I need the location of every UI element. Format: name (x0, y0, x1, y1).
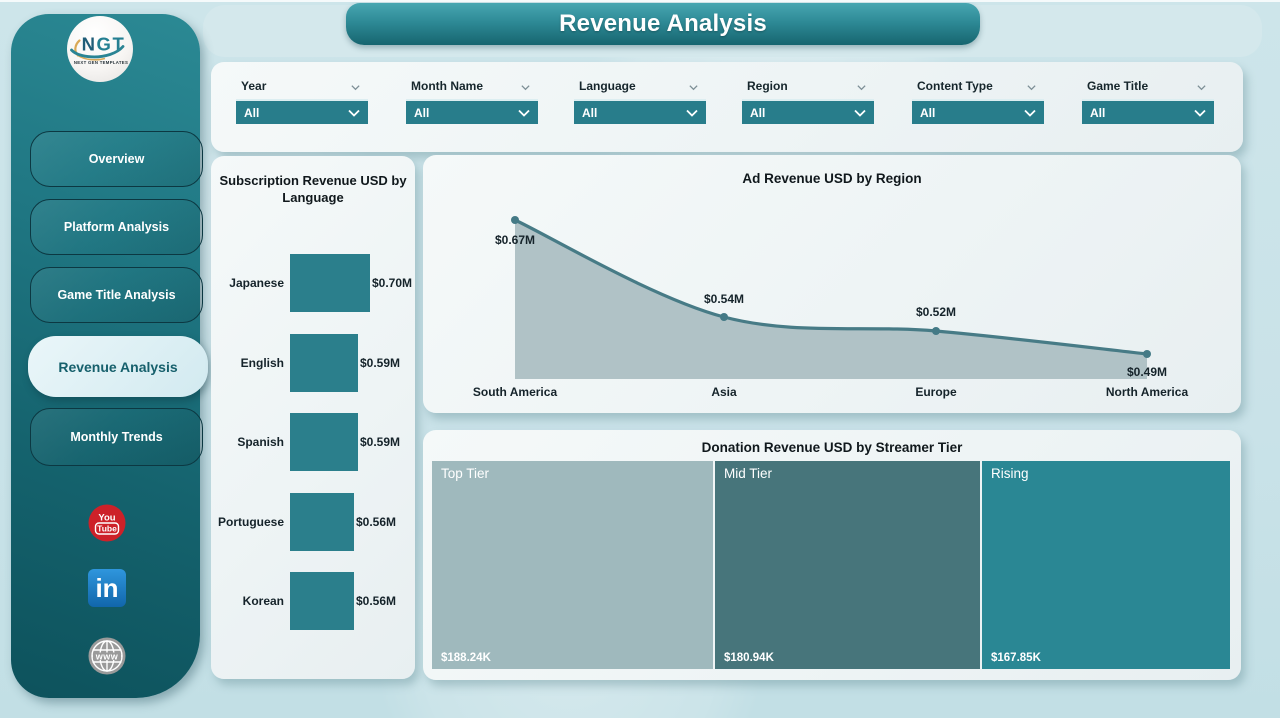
svg-text:www: www (95, 652, 119, 662)
svg-text:You: You (98, 513, 115, 524)
svg-text:NEXT GEN TEMPLATES: NEXT GEN TEMPLATES (74, 60, 128, 65)
svg-text:NGT: NGT (82, 34, 126, 55)
svg-text:in: in (95, 573, 118, 603)
svg-text:Tube: Tube (97, 524, 117, 534)
